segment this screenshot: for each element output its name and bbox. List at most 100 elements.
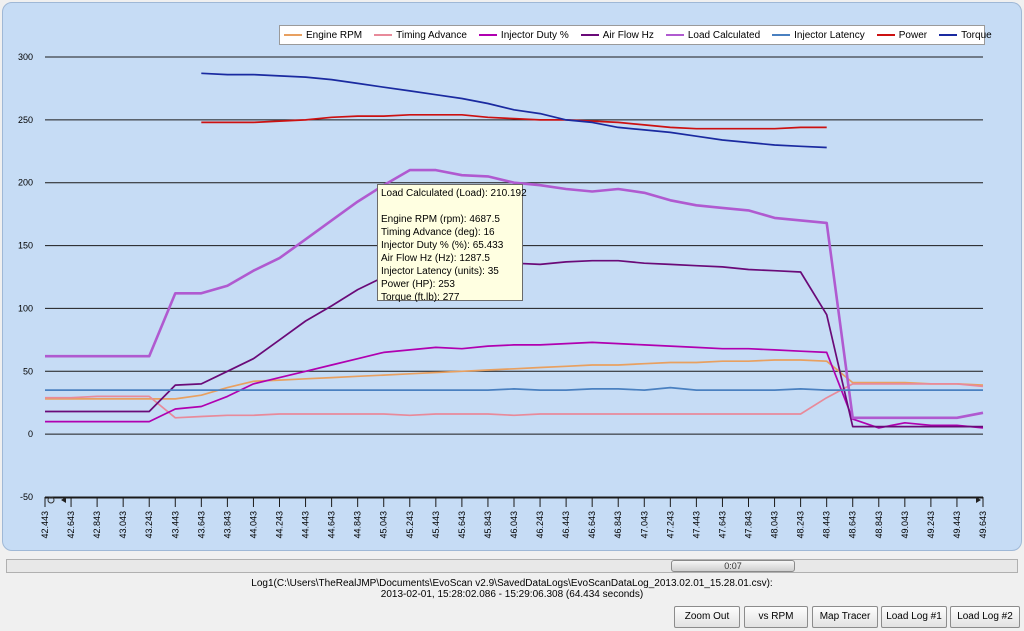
tooltip-line: Timing Advance (deg): 16: [381, 227, 495, 238]
legend-item: Injector Latency: [772, 30, 865, 41]
time-scrollbar[interactable]: 0:07: [6, 559, 1018, 573]
y-tick-label: 150: [18, 241, 33, 251]
x-tick-label: 49.043: [900, 511, 910, 539]
y-tick-label: 50: [23, 366, 33, 376]
legend-label: Air Flow Hz: [602, 29, 654, 41]
x-tick-label: 45.243: [405, 511, 415, 539]
legend-item: Power: [876, 29, 928, 41]
map-tracer-button[interactable]: Map Tracer: [812, 606, 878, 628]
vs-rpm-button[interactable]: vs RPM: [744, 606, 808, 628]
legend-item: Load Calculated: [665, 29, 761, 41]
legend-item: Torque: [939, 30, 992, 41]
y-tick-label: 0: [28, 429, 33, 439]
x-tick-label: 44.043: [248, 511, 258, 539]
log-file-path: Log1(C:\Users\TheRealJMP\Documents\EvoSc…: [251, 578, 773, 589]
y-tick-label: 300: [18, 52, 33, 62]
legend-swatch: [478, 34, 497, 36]
x-tick-label: 47.843: [744, 511, 754, 539]
series-line: [45, 359, 984, 400]
x-tick-label: 46.843: [613, 511, 623, 539]
data-tooltip: Load Calculated (Load): 210.192 Engine R…: [377, 184, 527, 303]
x-tick-label: 46.043: [509, 511, 519, 539]
tooltip-line: Torque (ft.lb): 277: [381, 292, 460, 303]
load-log-1-button[interactable]: Load Log #1: [881, 606, 947, 628]
legend-item: Air Flow Hz: [580, 29, 654, 41]
tooltip-line: Power (HP): 253: [381, 279, 455, 290]
x-tick-label: 48.443: [822, 511, 832, 539]
axis-scroll-circle-icon: [47, 496, 55, 504]
x-tick-label: 43.643: [196, 511, 206, 539]
x-tick-label: 43.043: [118, 511, 128, 539]
legend-label: Injector Duty %: [500, 29, 569, 41]
axis-scroll-left-icon: [61, 497, 66, 503]
x-tick-label: 48.043: [770, 511, 780, 539]
scrollbar-thumb[interactable]: 0:07: [671, 560, 795, 572]
tooltip-line: Engine RPM (rpm): 4687.5: [381, 214, 500, 225]
x-tick-label: 49.443: [952, 511, 962, 539]
x-tick-label: 45.443: [431, 511, 441, 539]
tooltip-line: Injector Duty % (%): 65.433: [381, 240, 504, 251]
x-tick-label: 43.243: [144, 511, 154, 539]
x-tick-label: 48.243: [796, 511, 806, 539]
x-tick-label: 47.243: [665, 511, 675, 539]
legend-label: Power: [898, 29, 928, 41]
chart-plot[interactable]: 300 250 200 150 100 50 0 -50 42.443 42.643 42.843 4…: [3, 3, 1021, 550]
x-tick-label: 47.443: [691, 511, 701, 539]
zoom-out-button[interactable]: Zoom Out: [674, 606, 740, 628]
log-time-range: 2013-02-01, 15:28:02.086 - 15:29:06.308 …: [380, 589, 644, 600]
x-tick-label: 45.643: [457, 511, 467, 539]
x-tick-label: 45.043: [379, 511, 389, 539]
x-tick-label: 43.443: [170, 511, 180, 539]
log-info: Log1(C:\Users\TheRealJMP\Documents\EvoSc…: [0, 578, 1024, 600]
legend-item: Engine RPM: [284, 30, 362, 41]
series-line: [45, 386, 983, 391]
x-tick-label: 44.643: [327, 511, 337, 539]
x-tick-label: 46.243: [535, 511, 545, 539]
legend-swatch: [284, 34, 302, 36]
x-tick-label: 44.243: [275, 511, 285, 539]
x-tick-label: 42.843: [92, 511, 102, 539]
legend-label: Load Calculated: [687, 29, 761, 41]
legend-label: Injector Latency: [794, 29, 865, 41]
x-tick-label: 49.243: [926, 511, 936, 539]
series-line: [201, 72, 827, 149]
chart-panel: 300 250 200 150 100 50 0 -50 42.443 42.643 42.843 4…: [2, 2, 1022, 551]
y-tick-label: 100: [18, 303, 33, 313]
series-line: [45, 341, 984, 429]
legend: Engine RPM Timing Advance Injector Duty % A…: [279, 25, 992, 45]
series-line: [201, 113, 827, 130]
legend-swatch: [876, 34, 895, 36]
y-tick-label: -50: [20, 492, 33, 502]
y-tick-label: 250: [18, 115, 33, 125]
x-tick-label: 42.443: [40, 511, 50, 539]
x-tick-label: 45.843: [483, 511, 493, 539]
x-tick-label: 44.843: [353, 511, 363, 539]
tooltip-line: Air Flow Hz (Hz): 1287.5: [381, 253, 490, 264]
legend-label: Engine RPM: [306, 29, 363, 41]
tooltip-line: Injector Latency (units): 35: [381, 266, 499, 277]
legend-label: Torque: [961, 29, 992, 41]
x-tick-label: 46.443: [561, 511, 571, 539]
axis-scroll-right-icon: [976, 497, 981, 503]
series-line: [45, 383, 984, 419]
x-tick-label: 42.643: [66, 511, 76, 539]
series-line: [45, 168, 984, 420]
legend-item: Injector Duty %: [478, 29, 569, 41]
legend-swatch: [772, 34, 791, 36]
x-tick-label: 47.043: [639, 511, 649, 539]
load-log-2-button[interactable]: Load Log #2: [950, 606, 1020, 628]
legend-item: Timing Advance: [374, 30, 467, 41]
x-tick-label: 43.843: [222, 511, 232, 539]
legend-swatch: [374, 34, 393, 36]
legend-label: Timing Advance: [396, 29, 467, 41]
x-tick-label: 46.643: [587, 511, 597, 539]
x-tick-label: 47.643: [717, 511, 727, 539]
x-tick-label: 49.643: [978, 511, 988, 539]
x-tick-label: 44.443: [301, 511, 311, 539]
legend-swatch: [665, 34, 684, 36]
legend-swatch: [939, 34, 958, 36]
x-tick-label: 48.643: [848, 511, 858, 539]
y-tick-label: 200: [18, 178, 33, 188]
tooltip-title: Load Calculated (Load): 210.192: [381, 188, 527, 199]
legend-swatch: [580, 34, 599, 36]
